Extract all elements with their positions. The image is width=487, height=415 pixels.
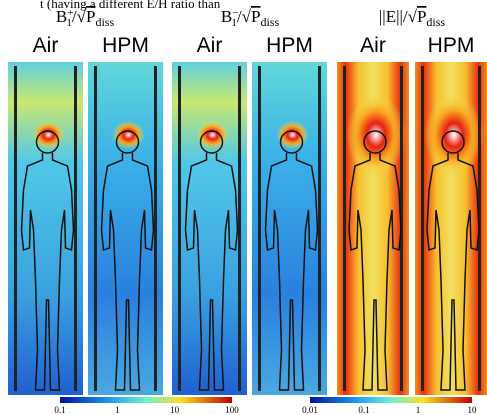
- panel-label: HPM: [102, 34, 149, 57]
- title-sep: /√: [72, 7, 87, 26]
- colorbar-tick-label: 1: [416, 405, 421, 415]
- colorbar-tick-label: 1: [115, 405, 120, 415]
- panel-title: ||E||/√Pdiss: [379, 7, 446, 29]
- panel-label: Air: [360, 34, 386, 57]
- title-root: P: [417, 7, 426, 26]
- coil-right: [154, 66, 157, 391]
- figure: t (having a different E/H ratio than B+1…: [0, 0, 487, 415]
- title-root-sub: diss: [260, 15, 279, 29]
- panel-label: Air: [33, 34, 59, 57]
- panel-label: HPM: [428, 34, 475, 57]
- colorbar: [310, 397, 472, 403]
- coil-right: [318, 66, 321, 391]
- title-root: P: [251, 7, 260, 26]
- colorbar: [60, 397, 232, 403]
- colorbar-tick-label: 0.01: [302, 405, 318, 415]
- title-sep: /√: [237, 7, 252, 26]
- coil-right: [238, 66, 241, 391]
- panel-title: B−1/√Pdiss: [221, 7, 280, 29]
- colorbar-tick-label: 0.1: [358, 405, 369, 415]
- title-root-sub: diss: [95, 15, 114, 29]
- coil-left: [178, 66, 181, 391]
- hotspot: [346, 95, 406, 175]
- coil-left: [421, 66, 424, 391]
- coil-right: [74, 66, 77, 391]
- title-sep: /√: [403, 7, 418, 26]
- coil-left: [343, 66, 346, 391]
- panel-label: HPM: [266, 34, 313, 57]
- coil-left: [258, 66, 261, 391]
- hotspot: [424, 95, 484, 175]
- panel-label: Air: [197, 34, 223, 57]
- colorbar-tick-label: 10: [468, 405, 478, 415]
- title-root: P: [86, 7, 95, 26]
- coil-left: [14, 66, 17, 391]
- title-base: ||E||: [379, 7, 403, 26]
- colorbar-tick-label: 100: [225, 405, 239, 415]
- coil-left: [94, 66, 97, 391]
- colorbar-tick-label: 0.1: [54, 405, 65, 415]
- colorbar-tick-label: 10: [170, 405, 180, 415]
- title-root-sub: diss: [426, 15, 445, 29]
